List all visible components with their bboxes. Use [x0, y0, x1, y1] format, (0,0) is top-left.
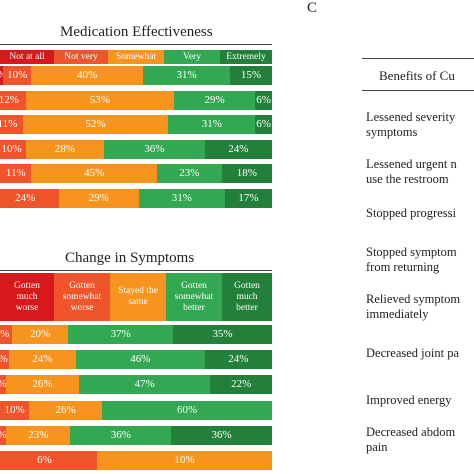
bar-segment: 6% — [255, 115, 272, 134]
bar-segment: 5% — [0, 426, 7, 445]
bar-row-2: 11%52%31%6% — [0, 115, 272, 134]
bar-segment: 11% — [0, 115, 23, 134]
legend-cell-1: Gotten somewhat worse — [54, 273, 110, 321]
bar-segment: 24% — [204, 140, 272, 159]
chart-a-title-rule — [0, 44, 272, 45]
bar-segment: 11% — [0, 164, 32, 183]
legend-cell-2: Somewhat — [108, 50, 164, 64]
bar-segment: 26% — [6, 375, 79, 394]
bar-segment: 37% — [68, 325, 173, 344]
bar-segment: 36% — [171, 426, 272, 445]
panel-c-title-rule — [362, 90, 474, 91]
bar-segment: 7% — [0, 325, 12, 344]
bar-segment: 10% — [3, 66, 32, 85]
benefit-item-2: Stopped progressi — [366, 206, 456, 220]
bar-segment: 47% — [78, 375, 211, 394]
bar-segment: 6% — [255, 91, 272, 110]
panel-c-title: Benefits of Cu — [379, 68, 455, 83]
bar-segment: 31% — [143, 66, 230, 85]
chart-b-title-rule — [0, 270, 272, 271]
bar-segment: 26% — [28, 401, 103, 420]
bar-row-3: 3%10%26%60% — [0, 401, 272, 420]
panel-c-label: C — [307, 0, 318, 16]
benefit-item-4: Relieved symptom immediately — [366, 292, 461, 321]
legend-cell-3: Gotten somewhat better — [166, 273, 222, 321]
bar-segment: 46% — [75, 350, 205, 369]
legend-cell-4: Extremely — [220, 50, 272, 64]
chart-b-title: Change in Symptoms — [65, 250, 195, 266]
bar-segment: 22% — [210, 375, 272, 394]
bar-segment: 35% — [173, 325, 272, 344]
bar-segment: 23% — [157, 164, 222, 183]
bar-segment: 31% — [168, 115, 256, 134]
benefit-item-6: Improved energy — [366, 393, 452, 407]
bar-segment: 6% — [0, 451, 97, 470]
legend-cell-3: Very — [164, 50, 220, 64]
bar-row-0: 7%20%37%35% — [0, 325, 272, 344]
bar-segment: 10% — [0, 140, 26, 159]
legend-cell-0: Gotten much worse — [0, 273, 54, 321]
legend-cell-4: Gotten much better — [222, 273, 272, 321]
bar-row-4: 11% 45% 23% 18% — [0, 164, 272, 183]
legend-cell-2: Stayed the same — [110, 273, 166, 321]
bar-segment: 36% — [103, 140, 205, 159]
bar-segment: 40% — [31, 66, 144, 85]
bar-segment: 29% — [58, 189, 139, 208]
bar-segment: 52% — [22, 115, 169, 134]
bar-row-0: 4%10%40%31%15% — [0, 66, 272, 85]
bar-segment: 5% — [0, 375, 7, 394]
bar-row-4: 5%23%36%36% — [0, 426, 272, 445]
bar-segment: 36% — [70, 426, 172, 445]
bar-row-5: 6% 10% — [0, 451, 272, 470]
benefit-item-0: Lessened severity symptoms — [366, 110, 456, 139]
bar-segment: 24% — [204, 350, 272, 369]
bar-segment: 6% — [0, 350, 9, 369]
bar-segment: 20% — [11, 325, 69, 344]
bar-row-1: 6%24%46%24% — [0, 350, 272, 369]
bar-segment: 23% — [6, 426, 71, 445]
bar-row-2: 5%26%47%22% — [0, 375, 272, 394]
bar-segment: 12% — [0, 91, 26, 110]
bar-row-3: 10% 28% 36% 24% — [0, 140, 272, 159]
bar-segment: 15% — [229, 66, 272, 85]
bar-segment: 24% — [8, 350, 76, 369]
bar-segment: 28% — [25, 140, 104, 159]
chart-b-legend: Gotten much worse Gotten somewhat worse St… — [0, 273, 272, 321]
chart-a-legend: Not at all Not very Somewhat Very Extremely — [0, 50, 272, 64]
bar-segment: 53% — [25, 91, 174, 110]
benefit-item-5: Decreased joint pa — [366, 346, 460, 360]
legend-cell-1: Not very — [54, 50, 108, 64]
bar-segment: 29% — [173, 91, 256, 110]
legend-cell-0: Not at all — [0, 50, 54, 64]
bar-segment: 10% — [0, 401, 29, 420]
bar-segment: 18% — [221, 164, 272, 183]
bar-row-1: 12% 53% 29% 6% — [0, 91, 272, 110]
bar-segment: 17% — [224, 189, 272, 208]
benefit-item-7: Decreased abdom pain — [366, 425, 456, 454]
benefit-item-1: Lessened urgent n use the restroom — [366, 157, 457, 186]
bar-row-5: 24% 29% 31% 17% — [0, 189, 272, 208]
panel-c-top-rule — [362, 58, 474, 59]
benefit-item-3: Stopped symptom from returning — [366, 245, 457, 274]
bar-segment: 10% — [97, 451, 272, 470]
bar-segment: 45% — [31, 164, 158, 183]
chart-a-title: Medication Effectiveness — [60, 24, 213, 40]
bar-segment: 31% — [138, 189, 225, 208]
bar-segment: 60% — [102, 401, 272, 420]
bar-segment: 24% — [0, 189, 59, 208]
